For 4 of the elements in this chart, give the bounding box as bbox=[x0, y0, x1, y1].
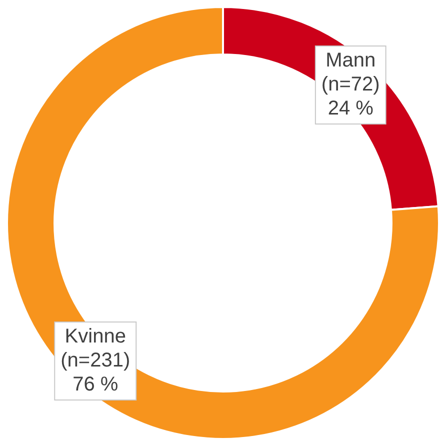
data-label: (n=72) 24 % bbox=[321, 74, 380, 120]
slice-label: Mann bbox=[326, 50, 376, 72]
slice-label: Kvinne bbox=[64, 325, 126, 348]
data-label: (n=231) 76 % bbox=[60, 349, 130, 396]
